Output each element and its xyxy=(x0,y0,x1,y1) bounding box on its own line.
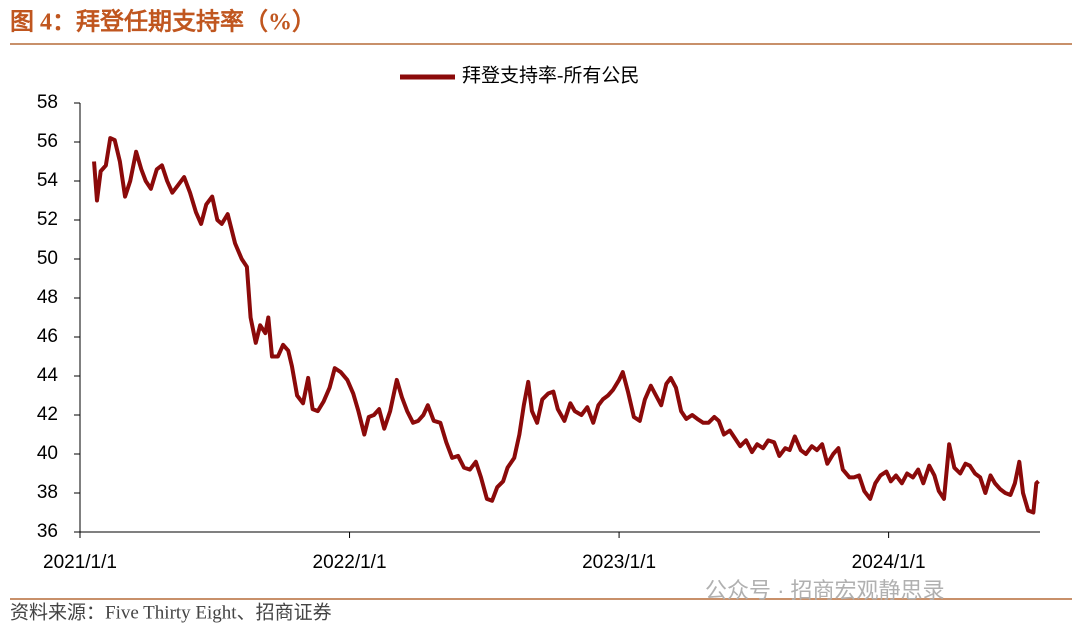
watermark: 公众号 · 招商宏观静思录 xyxy=(705,578,945,603)
y-tick-label: 46 xyxy=(37,326,58,347)
legend-label: 拜登支持率-所有公民 xyxy=(462,64,639,86)
x-tick-label: 2023/1/1 xyxy=(582,552,656,573)
y-tick-label: 52 xyxy=(37,209,58,230)
y-tick-label: 48 xyxy=(37,287,58,308)
y-tick-label: 54 xyxy=(37,170,59,191)
line-series xyxy=(92,136,1040,515)
chart-title: 图 4：拜登任期支持率（%） xyxy=(10,8,316,36)
y-tick-label: 58 xyxy=(37,92,58,113)
y-tick-label: 38 xyxy=(37,482,58,503)
y-tick-label: 44 xyxy=(37,365,59,386)
y-tick-label: 56 xyxy=(37,131,58,152)
x-tick-label: 2021/1/1 xyxy=(43,552,117,573)
y-tick-label: 42 xyxy=(37,404,58,425)
y-tick-label: 40 xyxy=(37,443,58,464)
x-tick-label: 2024/1/1 xyxy=(852,552,926,573)
source-note: 资料来源：Five Thirty Eight、招商证券 xyxy=(10,601,332,623)
y-tick-label: 36 xyxy=(37,521,58,542)
y-tick-label: 50 xyxy=(37,248,58,269)
x-tick-label: 2022/1/1 xyxy=(313,552,387,573)
